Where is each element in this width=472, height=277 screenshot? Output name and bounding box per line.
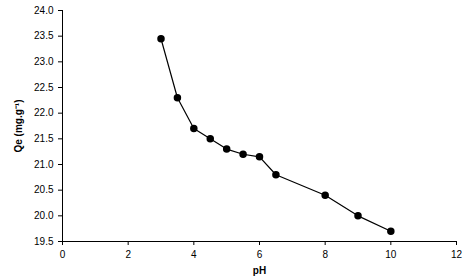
svg-text:2: 2 xyxy=(125,249,131,260)
svg-text:4: 4 xyxy=(191,249,197,260)
svg-text:10: 10 xyxy=(385,249,397,260)
svg-text:23.5: 23.5 xyxy=(34,30,54,41)
svg-text:21.0: 21.0 xyxy=(34,159,54,170)
svg-text:19.5: 19.5 xyxy=(34,236,54,247)
svg-text:Qe (mg.g⁻¹): Qe (mg.g⁻¹) xyxy=(13,100,24,153)
svg-text:22.0: 22.0 xyxy=(34,107,54,118)
svg-text:12: 12 xyxy=(451,249,463,260)
svg-text:6: 6 xyxy=(257,249,263,260)
svg-text:20.0: 20.0 xyxy=(34,210,54,221)
svg-text:24.0: 24.0 xyxy=(34,5,54,16)
svg-text:21.5: 21.5 xyxy=(34,133,54,144)
svg-text:22.5: 22.5 xyxy=(34,82,54,93)
svg-text:23.0: 23.0 xyxy=(34,56,54,67)
svg-text:8: 8 xyxy=(322,249,328,260)
svg-text:20.5: 20.5 xyxy=(34,184,54,195)
svg-text:0: 0 xyxy=(60,249,66,260)
svg-text:pH: pH xyxy=(253,265,266,276)
